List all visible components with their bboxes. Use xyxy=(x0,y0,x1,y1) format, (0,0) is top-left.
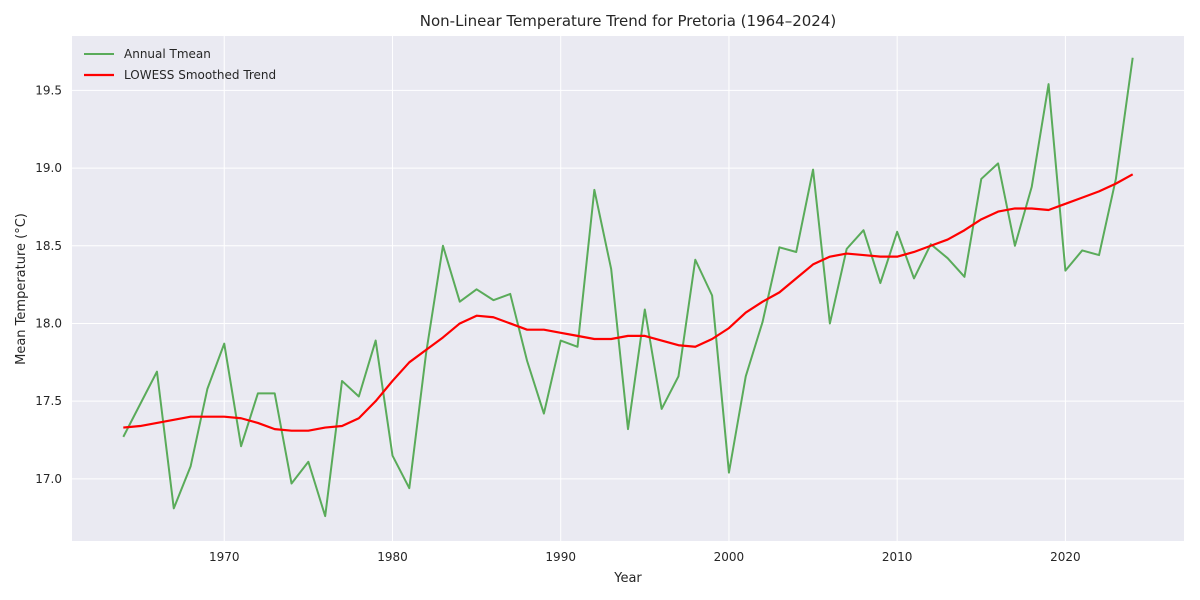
y-tick-label: 19.0 xyxy=(35,161,62,175)
x-tick-label: 1970 xyxy=(209,550,240,564)
x-tick-label: 1980 xyxy=(377,550,408,564)
y-tick-label: 17.5 xyxy=(35,394,62,408)
y-tick-label: 18.5 xyxy=(35,239,62,253)
grid xyxy=(72,36,1184,541)
series-layer xyxy=(122,57,1134,518)
y-axis-label: Mean Temperature (°C) xyxy=(14,213,29,365)
plot-area xyxy=(72,36,1184,541)
y-tick-label: 17.0 xyxy=(35,472,62,486)
series-line-lowess-trend xyxy=(123,173,1134,432)
legend-label-lowess: LOWESS Smoothed Trend xyxy=(124,68,276,82)
legend-label-annual: Annual Tmean xyxy=(124,47,211,61)
x-tick-label: 1990 xyxy=(545,550,576,564)
y-tick-label: 18.0 xyxy=(35,316,62,330)
legend: Annual Tmean LOWESS Smoothed Trend xyxy=(84,47,276,82)
x-tick-label: 2020 xyxy=(1050,550,1081,564)
x-tick-label: 2010 xyxy=(882,550,913,564)
x-axis-label: Year xyxy=(613,571,642,586)
y-tick-label: 19.5 xyxy=(35,83,62,97)
x-tick-label: 2000 xyxy=(714,550,745,564)
series-line-annual-tmean xyxy=(122,57,1134,518)
chart-title: Non-Linear Temperature Trend for Pretori… xyxy=(420,12,836,30)
tick-labels: 1970 1980 1990 2000 2010 2020 17.0 17.5 18.0 18.5… xyxy=(35,83,1080,564)
